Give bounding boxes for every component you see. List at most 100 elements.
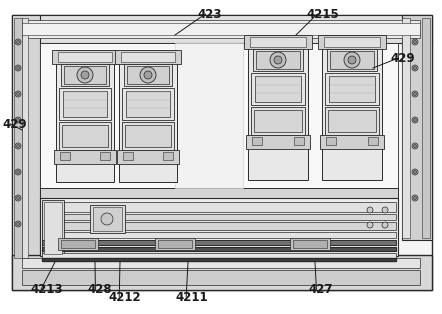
Bar [119,50,177,182]
Bar [320,135,384,149]
Text: 4213: 4213 [30,283,63,296]
Circle shape [414,118,416,122]
Circle shape [382,222,388,228]
Bar [124,64,172,86]
Bar [54,150,116,164]
Bar [325,73,379,105]
Text: 4212: 4212 [108,291,141,304]
Bar [330,51,374,69]
Bar [158,240,192,248]
Bar [329,76,375,102]
Bar [115,50,181,64]
Text: 4211: 4211 [175,291,208,304]
Bar [42,253,396,258]
Circle shape [274,56,282,64]
Bar [58,238,98,250]
Bar [122,88,174,120]
Bar [252,137,262,145]
Circle shape [15,91,21,97]
Bar [14,18,22,258]
Circle shape [414,93,416,95]
Circle shape [16,118,19,122]
Bar [61,240,95,248]
Circle shape [140,67,156,83]
Circle shape [15,117,21,123]
Bar [59,88,111,120]
Text: 429: 429 [390,52,415,65]
Bar [22,18,28,258]
Bar [318,35,386,49]
Bar [12,255,432,290]
Bar [42,222,396,230]
Text: 423: 423 [197,8,221,21]
Bar [12,15,432,43]
Circle shape [16,144,19,148]
Bar [61,64,109,86]
Bar [248,35,308,180]
Bar [163,152,173,160]
Circle shape [77,67,93,83]
Circle shape [16,197,19,199]
Circle shape [81,71,89,79]
Bar [255,76,301,102]
Bar [42,200,64,256]
Text: 427: 427 [308,283,332,296]
Bar [328,110,376,132]
Circle shape [348,56,356,64]
Circle shape [15,195,21,201]
Bar [250,37,306,47]
Bar [100,152,110,160]
Bar [254,110,302,132]
Bar [293,240,327,248]
Circle shape [412,39,418,45]
Bar [256,51,300,69]
Circle shape [101,213,113,225]
Circle shape [414,171,416,174]
Bar [12,15,432,290]
Bar [251,107,305,135]
Bar [40,198,398,256]
Text: 429: 429 [2,118,27,131]
Bar [125,125,171,147]
Circle shape [414,144,416,148]
Bar [402,18,410,238]
Bar [246,135,310,149]
Bar [322,35,382,180]
Bar [123,152,133,160]
Bar [422,18,430,238]
Bar [122,122,174,150]
Circle shape [414,67,416,69]
Bar [368,137,378,145]
Circle shape [16,93,19,95]
Circle shape [412,91,418,97]
Bar [42,232,396,238]
Bar [22,270,420,285]
Bar [60,152,70,160]
Bar [127,66,169,84]
Bar [402,15,432,240]
Circle shape [367,207,373,213]
Circle shape [15,221,21,227]
Bar [42,258,396,261]
Circle shape [412,143,418,149]
Bar [126,91,170,117]
Circle shape [144,71,152,79]
Bar [56,50,114,182]
Bar [253,49,303,71]
Bar [22,258,420,268]
Bar [58,52,112,62]
Bar [93,207,122,231]
Bar [294,137,304,145]
Bar [324,37,380,47]
Circle shape [16,67,19,69]
Bar [327,49,377,71]
Bar [64,66,106,84]
Bar [62,125,108,147]
Bar [63,91,107,117]
Circle shape [382,207,388,213]
Bar [22,20,420,38]
Bar [290,238,330,250]
Bar [40,43,398,248]
Bar [326,137,336,145]
Circle shape [344,52,360,68]
